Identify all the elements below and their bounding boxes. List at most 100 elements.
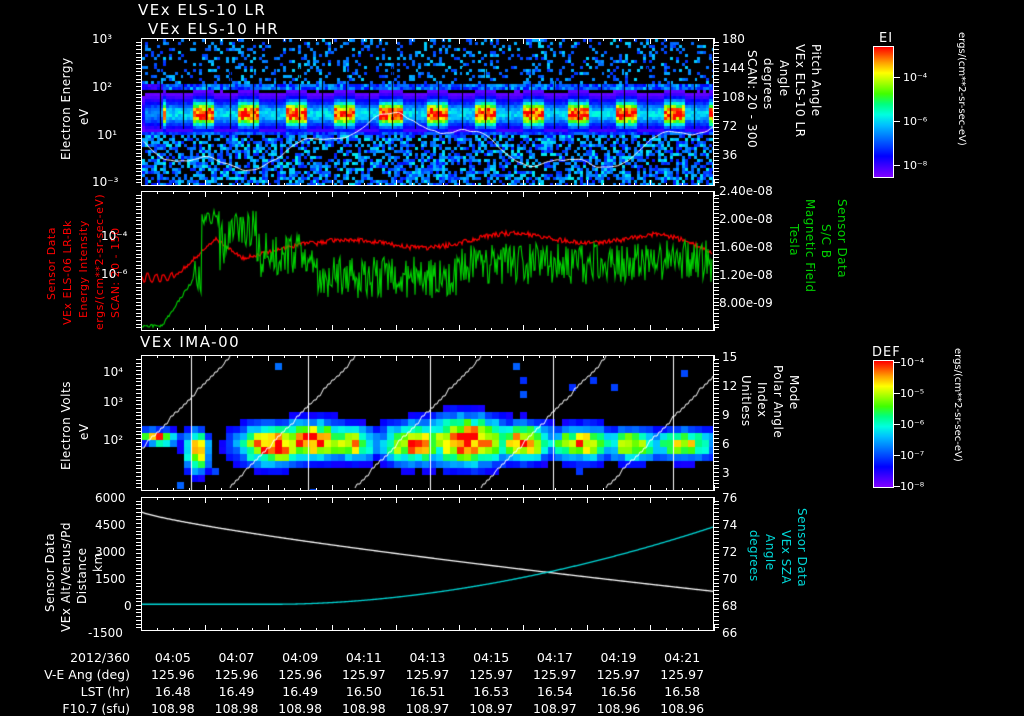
axis-tick	[555, 628, 556, 631]
axis-tick	[619, 38, 620, 41]
table-cell: 04:09	[282, 650, 319, 665]
colorbar2-label-4: 10⁻⁸	[900, 480, 925, 493]
axis-tick	[348, 191, 349, 194]
axis-tick	[714, 217, 719, 218]
axis-tick	[714, 206, 719, 207]
axis-tick	[666, 628, 667, 631]
axis-tick	[136, 363, 141, 364]
axis-tick	[714, 483, 719, 484]
axis-tick	[237, 488, 238, 491]
axis-tick	[714, 272, 719, 273]
axis-tick	[136, 294, 141, 295]
colorbar2-gradient	[873, 360, 894, 488]
axis-tick	[136, 412, 141, 413]
colorbar2-label-0: 10⁻⁴	[900, 356, 925, 369]
axis-tick	[136, 419, 141, 420]
axis-tick	[380, 355, 381, 358]
axis-tick	[714, 449, 719, 450]
table-cell: 108.98	[278, 701, 323, 716]
axis-tick	[348, 38, 349, 41]
axis-tick	[714, 164, 719, 165]
axis-tick	[507, 355, 508, 358]
axis-tick	[714, 579, 719, 580]
colorbar1-tick-0	[894, 77, 900, 78]
axis-tick	[491, 488, 492, 491]
axis-tick	[428, 497, 429, 500]
axis-tick	[714, 461, 719, 462]
table-cell: 04:19	[600, 650, 637, 665]
axis-tick	[136, 49, 141, 50]
panel2-right-label-sc: S/C B	[819, 224, 833, 259]
axis-tick	[136, 164, 141, 165]
axis-tick	[539, 497, 540, 500]
altitude-sza-panel	[141, 497, 714, 631]
axis-tick	[666, 497, 667, 500]
axis-tick	[205, 325, 206, 331]
axis-tick	[252, 628, 253, 631]
axis-tick	[136, 564, 141, 565]
axis-tick	[714, 60, 719, 61]
axis-tick	[714, 605, 719, 606]
axis-tick	[714, 171, 719, 172]
axis-tick	[555, 497, 556, 500]
axis-tick	[714, 393, 719, 394]
axis-tick	[136, 302, 141, 303]
axis-tick	[237, 38, 238, 41]
axis-tick	[268, 180, 269, 186]
axis-tick	[714, 261, 719, 262]
axis-tick	[157, 183, 158, 186]
panel2-ylabel-quantity: Energy Intensity	[77, 220, 90, 318]
axis-tick	[136, 627, 141, 628]
table-cell: 108.96	[660, 701, 705, 716]
panel2-rtick-3: 1.20e-08	[719, 268, 773, 282]
panel3-right-label-mode: Mode	[787, 375, 801, 410]
axis-tick	[173, 328, 174, 331]
table-cell: 16.49	[218, 684, 255, 699]
axis-tick	[136, 220, 141, 221]
axis-tick	[268, 191, 269, 197]
axis-tick	[284, 183, 285, 186]
axis-tick	[136, 283, 141, 284]
axis-tick	[714, 279, 719, 280]
axis-tick	[136, 501, 141, 502]
axis-tick	[650, 355, 651, 361]
axis-tick	[141, 625, 142, 631]
axis-tick	[189, 355, 190, 358]
axis-tick	[189, 488, 190, 491]
axis-tick	[364, 628, 365, 631]
axis-tick	[284, 191, 285, 194]
axis-tick	[714, 534, 719, 535]
axis-tick	[714, 79, 719, 80]
axis-tick	[507, 488, 508, 491]
axis-tick	[714, 404, 719, 405]
axis-tick	[173, 355, 174, 358]
axis-tick	[698, 328, 699, 331]
axis-tick	[714, 209, 719, 210]
axis-tick	[714, 427, 719, 428]
axis-tick	[136, 465, 141, 466]
axis-tick	[587, 625, 588, 631]
panel1-ytick-1: 10²	[92, 80, 113, 94]
panel3-rtick-0: 15	[722, 350, 738, 364]
axis-tick	[491, 355, 492, 358]
panel1-right-label-degrees: degrees	[761, 58, 775, 110]
axis-tick	[714, 476, 719, 477]
axis-tick	[136, 605, 141, 606]
axis-tick	[136, 79, 141, 80]
axis-tick	[603, 628, 604, 631]
axis-tick	[136, 545, 141, 546]
axis-tick	[136, 97, 141, 98]
axis-tick	[698, 38, 699, 41]
axis-tick	[136, 298, 141, 299]
axis-tick	[136, 168, 141, 169]
axis-tick	[523, 355, 524, 361]
axis-tick	[714, 523, 719, 524]
axis-tick	[555, 191, 556, 194]
axis-tick	[459, 38, 460, 44]
table-cell: 125.97	[660, 667, 705, 682]
axis-tick	[141, 325, 142, 331]
axis-tick	[571, 497, 572, 500]
axis-tick	[412, 355, 413, 358]
table-cell: 125.97	[469, 667, 514, 682]
axis-tick	[714, 527, 719, 528]
